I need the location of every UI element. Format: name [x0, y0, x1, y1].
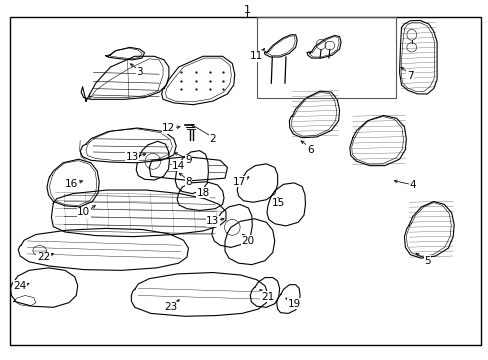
Polygon shape	[264, 35, 297, 57]
Polygon shape	[81, 56, 168, 101]
Polygon shape	[80, 128, 176, 163]
Polygon shape	[10, 268, 78, 307]
Text: 7: 7	[406, 71, 413, 81]
Text: 3: 3	[136, 67, 142, 77]
Text: 12: 12	[162, 123, 175, 133]
Text: 21: 21	[260, 292, 273, 302]
Polygon shape	[51, 190, 225, 237]
Text: 24: 24	[14, 281, 27, 291]
Text: 18: 18	[196, 188, 209, 198]
Polygon shape	[131, 273, 267, 316]
Text: 9: 9	[185, 155, 191, 165]
Text: 22: 22	[37, 252, 50, 262]
Polygon shape	[105, 47, 144, 60]
Polygon shape	[266, 183, 305, 226]
Polygon shape	[276, 285, 300, 314]
Polygon shape	[289, 91, 339, 138]
Text: 23: 23	[164, 302, 178, 312]
Text: 14: 14	[172, 161, 185, 171]
Polygon shape	[161, 56, 234, 105]
Polygon shape	[404, 202, 453, 258]
Polygon shape	[136, 141, 169, 180]
Polygon shape	[224, 219, 274, 265]
Polygon shape	[349, 116, 406, 166]
Bar	[256, 17, 395, 98]
Text: 10: 10	[77, 207, 90, 217]
Text: 2: 2	[209, 134, 216, 144]
Polygon shape	[306, 36, 340, 58]
Polygon shape	[211, 204, 252, 247]
Polygon shape	[177, 182, 224, 211]
Text: 1: 1	[243, 5, 250, 15]
Polygon shape	[47, 159, 99, 207]
Polygon shape	[250, 278, 279, 307]
Text: 20: 20	[241, 236, 254, 246]
Polygon shape	[237, 164, 277, 202]
Text: 16: 16	[64, 179, 78, 189]
Text: 6: 6	[306, 144, 313, 154]
Text: 8: 8	[185, 177, 191, 187]
Polygon shape	[175, 150, 208, 194]
Text: 13: 13	[206, 216, 219, 226]
Text: 11: 11	[249, 51, 263, 61]
Polygon shape	[399, 21, 436, 94]
Text: 4: 4	[408, 180, 415, 190]
Text: 5: 5	[423, 256, 430, 266]
Text: 15: 15	[271, 198, 285, 208]
Polygon shape	[149, 157, 227, 181]
Polygon shape	[18, 228, 188, 270]
Text: 13: 13	[125, 152, 139, 162]
Text: 19: 19	[287, 299, 300, 309]
Text: 17: 17	[232, 177, 246, 187]
